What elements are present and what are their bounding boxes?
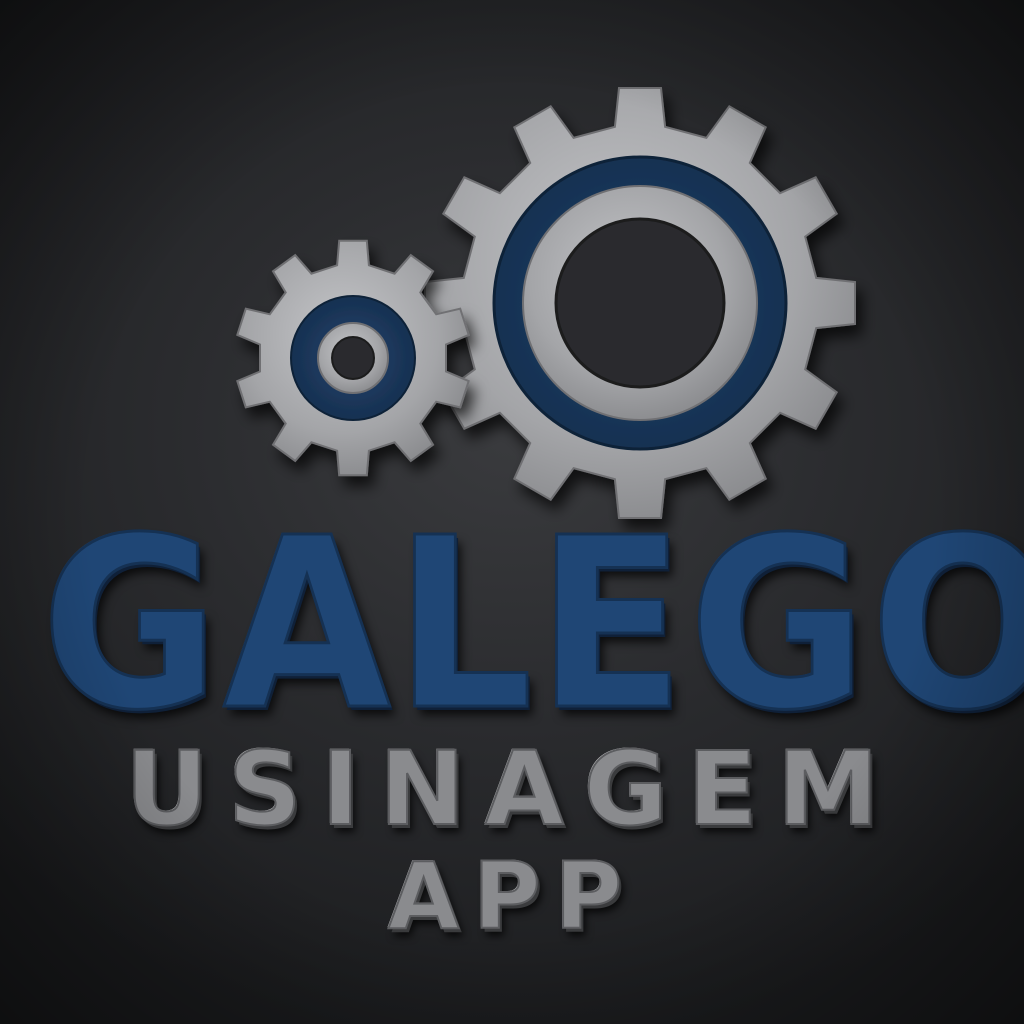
tagline: APP xyxy=(387,843,637,950)
brand-name: GALEGO xyxy=(40,487,1024,762)
gears-graphic xyxy=(236,87,856,519)
large-gear-icon xyxy=(424,87,856,519)
subtitle: USINAGEM xyxy=(124,730,899,849)
small-gear-icon xyxy=(236,239,470,477)
